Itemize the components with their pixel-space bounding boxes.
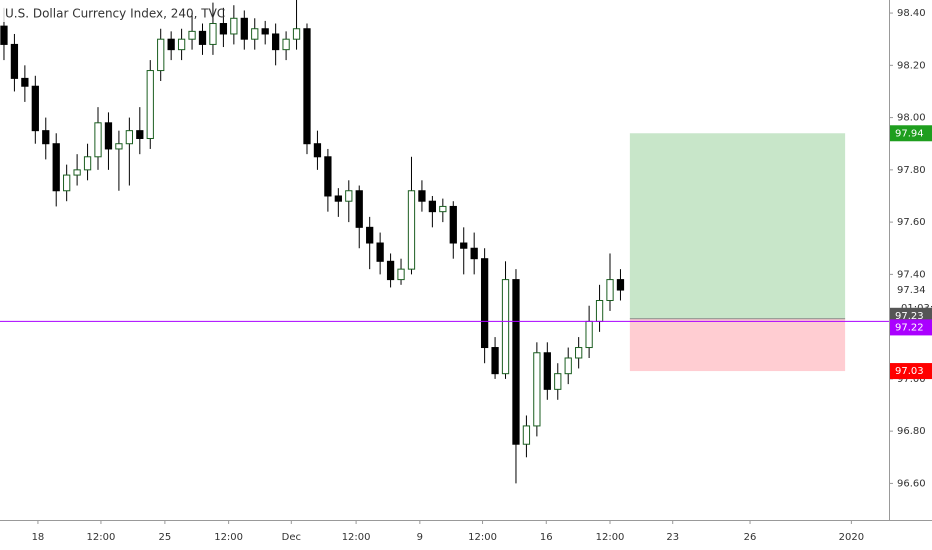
price-tag-label: 97.23 — [895, 311, 924, 322]
x-tick-label: 12:00 — [342, 532, 371, 543]
candle-body — [564, 357, 572, 375]
candle-body — [94, 122, 102, 158]
candle-body — [460, 242, 468, 249]
candle-body — [449, 205, 457, 244]
price-tag-label: 97.22 — [895, 322, 924, 333]
candle-body — [554, 373, 562, 390]
candle-body — [303, 28, 311, 145]
price-tag — [890, 363, 932, 380]
last-price-label: 97.34 — [897, 285, 926, 296]
candle-body — [42, 130, 50, 145]
candle-body — [261, 28, 269, 35]
candle-body — [282, 38, 290, 51]
candle-body — [512, 279, 520, 445]
candle-body — [606, 279, 614, 302]
target-zone — [629, 133, 846, 319]
candle-body — [418, 190, 426, 202]
candle-body — [272, 33, 280, 51]
y-tick-label: 96.60 — [897, 478, 926, 489]
candle-body — [595, 300, 604, 322]
candle-body — [240, 17, 248, 40]
x-tick-label: Dec — [282, 532, 301, 543]
x-tick-label: 18 — [32, 532, 45, 543]
candle-body — [73, 169, 81, 176]
plot — [0, 0, 889, 484]
y-tick-label: 98.40 — [897, 8, 926, 19]
price-tag-label: 97.03 — [895, 366, 924, 377]
candle-body — [63, 174, 71, 192]
candle-body — [533, 352, 541, 427]
candle-body — [397, 268, 405, 281]
x-tick-label: 25 — [159, 532, 172, 543]
candle-body — [386, 260, 395, 281]
candle-body — [21, 77, 29, 87]
candle-body — [31, 85, 39, 132]
candle-body — [292, 28, 301, 40]
candle-body — [366, 226, 374, 244]
candle-body — [543, 352, 551, 390]
candle-body — [575, 347, 583, 359]
candle-body — [345, 190, 353, 202]
price-tag — [890, 319, 932, 336]
title-bg — [0, 4, 170, 22]
candle-body — [136, 130, 144, 139]
candle-body — [104, 122, 113, 150]
candle-body — [188, 30, 196, 40]
candle-body — [470, 247, 478, 260]
price-tag-label: 97.94 — [895, 128, 924, 139]
x-tick-label: 23 — [666, 532, 679, 543]
candle-body — [501, 279, 510, 375]
y-tick-label: 96.80 — [897, 426, 926, 437]
candle-body — [167, 38, 175, 51]
candle-body — [334, 195, 342, 202]
x-tick-label: 26 — [744, 532, 757, 543]
y-tick-label: 97.80 — [897, 165, 926, 176]
candle-body — [355, 190, 363, 228]
candle-body — [125, 130, 133, 145]
candle-body — [157, 38, 165, 72]
candle-body — [230, 17, 238, 35]
x-tick-label: 12:00 — [596, 532, 625, 543]
candle-body — [52, 143, 60, 192]
candle-body — [428, 200, 437, 213]
x-tick-label: 16 — [540, 532, 553, 543]
price-tag — [890, 125, 932, 142]
candle-body — [324, 156, 332, 197]
candle-body — [177, 38, 186, 51]
candle-body — [209, 23, 217, 45]
candle-body — [251, 28, 259, 40]
x-tick-label: 2020 — [839, 532, 864, 543]
candle-body — [616, 279, 625, 291]
candle-body — [219, 23, 228, 35]
x-tick-label: 9 — [417, 532, 423, 543]
candle-body — [522, 425, 531, 445]
candle-body — [146, 70, 154, 139]
y-tick-label: 97.60 — [897, 217, 926, 228]
candle-body — [491, 347, 499, 375]
candle-body — [585, 320, 593, 349]
candle-body — [0, 25, 8, 45]
y-tick-label: 97.00 — [897, 374, 926, 385]
candle-body — [376, 242, 384, 262]
candle-body — [83, 156, 92, 171]
candle-body — [480, 258, 489, 349]
y-tick-label: 97.40 — [897, 269, 926, 280]
candle-body — [198, 30, 207, 45]
x-tick-label: 12:00 — [468, 532, 497, 543]
chart-title: U.S. Dollar Currency Index, 240, TVC — [5, 7, 225, 21]
stop-zone — [629, 318, 846, 372]
x-tick-label: 12:00 — [87, 532, 116, 543]
x-tick-label: 12:00 — [214, 532, 243, 543]
candle-body — [439, 205, 447, 213]
candle-body — [407, 190, 416, 270]
candle-body — [115, 143, 123, 150]
y-tick-label: 98.20 — [897, 60, 926, 71]
candle-body — [10, 43, 19, 79]
y-tick-label: 98.00 — [897, 113, 926, 124]
candle-body — [313, 143, 322, 158]
